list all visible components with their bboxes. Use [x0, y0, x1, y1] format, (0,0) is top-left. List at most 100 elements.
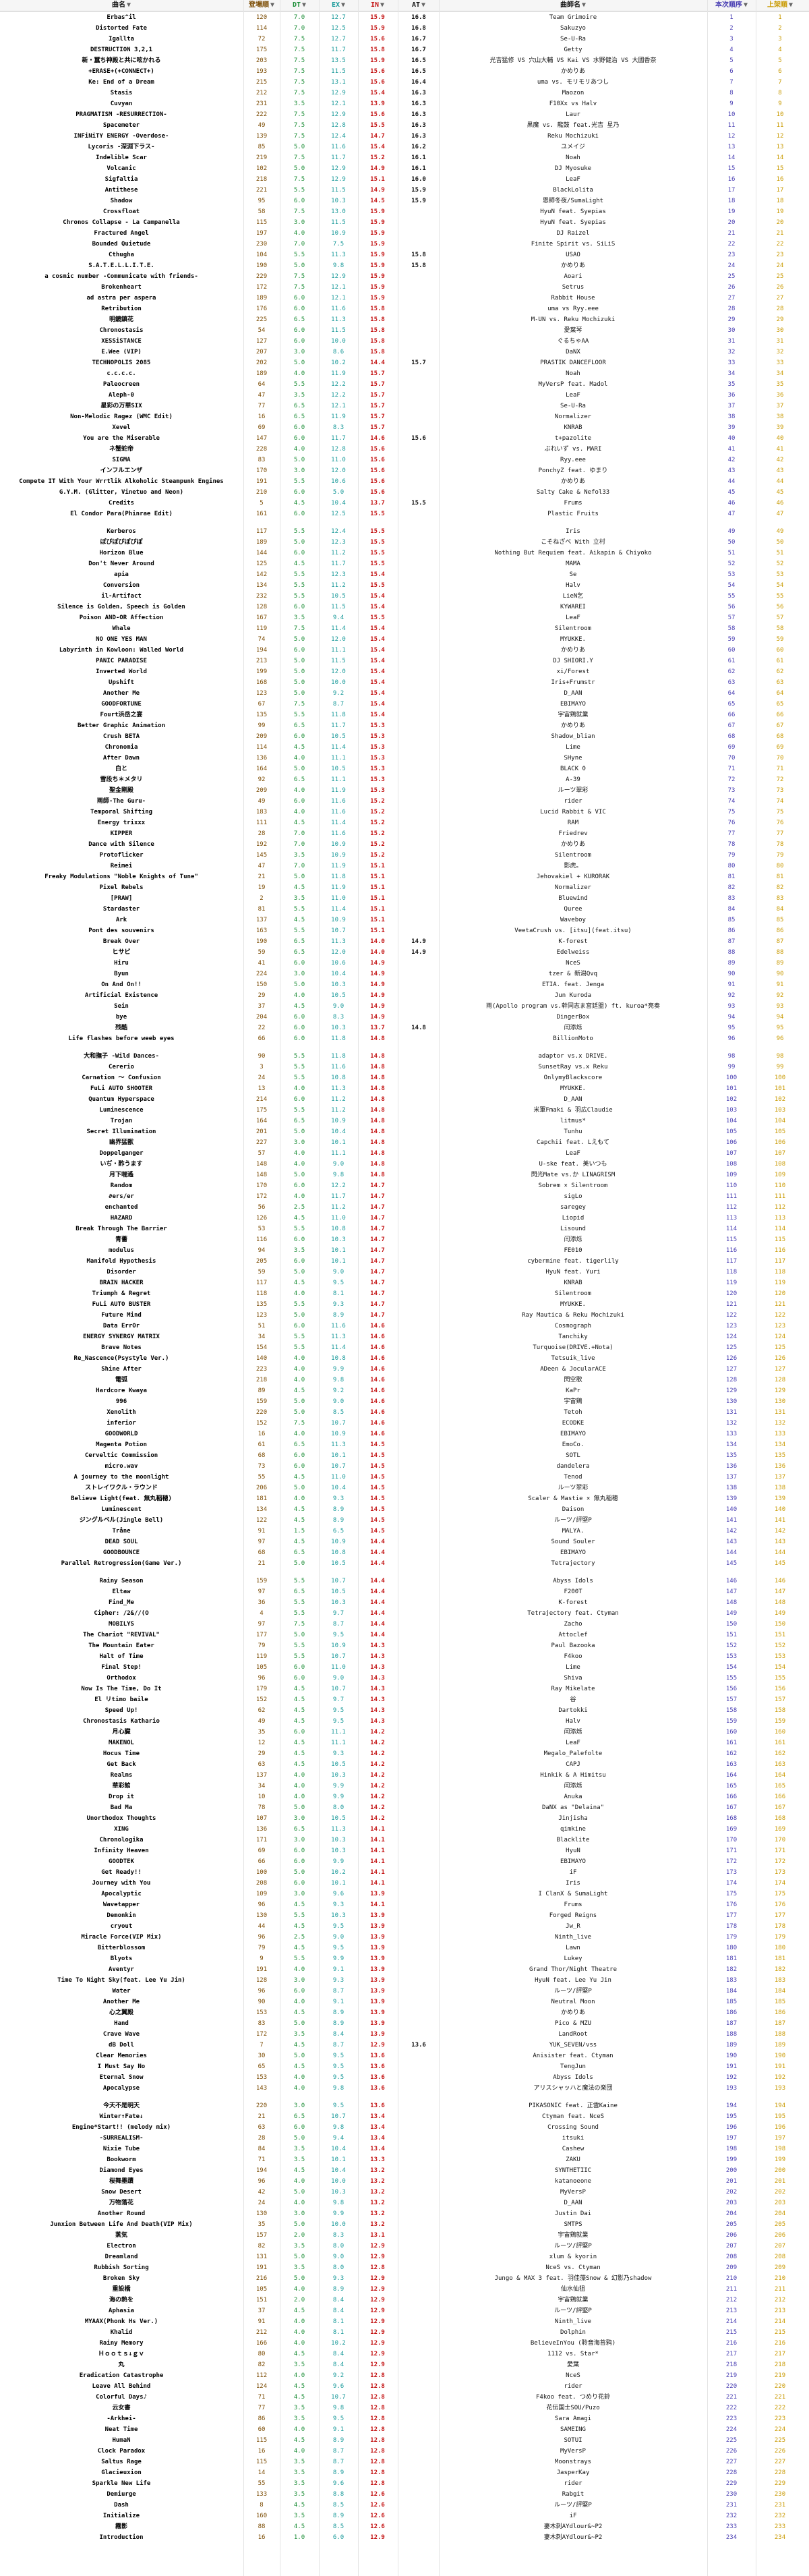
table-row[interactable]: 心之翼殿 153 4.5 8.9 13.9 かめりあ 186 186	[0, 2007, 809, 2018]
table-row[interactable]: Conversion 134 5.5 11.2 15.5 Halv 54 54	[0, 580, 809, 591]
table-row[interactable]: インフルエンザ 170 3.0 12.0 15.6 PonchyZ feat. ゆまり 43…	[0, 465, 809, 476]
table-row[interactable]: Labyrinth in Kowloon: Walled World 194 6.0…	[0, 645, 809, 656]
table-row[interactable]: Horizon Blue 144 6.0 11.2 15.5 Nothing But Re…	[0, 548, 809, 559]
table-row[interactable]: Introduction 16 1.0 6.0 12.9 妻木刺AYdlour&~P2 23…	[0, 2532, 809, 2543]
table-row[interactable]: G.Y.M. (Glitter, Vinetuo and Neon) 210 6.0…	[0, 487, 809, 498]
table-row[interactable]: PRAGMATISM -RESURRECTION- 222 7.5 12.9 15.6 1…	[0, 109, 809, 120]
table-row[interactable]: Bitterblossom 79 4.5 9.5 13.9 Lawn 180 180	[0, 1943, 809, 1953]
table-row[interactable]: Data ErrOr 51 6.0 11.6 14.6 Cosmograph 123 123	[0, 1321, 809, 1332]
table-row[interactable]: Miracle Force(VIP Mix) 96 2.5 9.0 13.9 Ninth_…	[0, 1932, 809, 1943]
table-row[interactable]: Blyots 9 5.5 9.9 13.9 Lukey 181 181	[0, 1953, 809, 1964]
table-row[interactable]: Chronologika 171 3.0 10.3 14.1 Blacklite 170 17…	[0, 1835, 809, 1845]
table-row[interactable]: modulus 94 3.5 10.1 14.7 FE010 116 116	[0, 1245, 809, 1256]
table-row[interactable]: Tråne 91 1.5 6.5 14.5 MALYA. 142 142	[0, 1526, 809, 1537]
table-row[interactable]: Cipher: /2&//(O 4 5.5 9.7 14.4 Tetrajectory f…	[0, 1608, 809, 1619]
table-row[interactable]: The Mountain Eater 79 5.5 10.9 14.3 Paul Bazo…	[0, 1640, 809, 1651]
table-row[interactable]: Pont des souvenirs 163 5.5 10.7 15.1 VeetaCru…	[0, 925, 809, 936]
table-row[interactable]: On And On!! 150 5.0 10.3 14.9 ETIA. feat. Jen…	[0, 979, 809, 990]
table-row[interactable]: Aleph-0 47 3.5 12.2 15.7 LeaF 36 36	[0, 390, 809, 401]
table-row[interactable]: Indelible Scar 219 7.5 11.7 15.2 16.1 Noah 14 14	[0, 152, 809, 163]
table-row[interactable]: GOODWORLD 16 4.0 10.9 14.6 EBIMAYO 133 133	[0, 1429, 809, 1439]
table-row[interactable]: ENERGY SYNERGY MATRIX 34 5.5 11.3 14.6 Tanchi…	[0, 1332, 809, 1342]
table-row[interactable]: Artificial Existence 29 4.0 10.5 14.9 Jun Kur…	[0, 990, 809, 1001]
table-row[interactable]: 白と 164 5.0 10.5 15.3 BLACK 0 71 71	[0, 764, 809, 774]
table-row[interactable]: Kerberos 117 5.5 12.4 15.5 Iris 49 49	[0, 526, 809, 537]
table-row[interactable]: Leave All Behind 124 4.5 9.6 12.8 rider 220 220	[0, 2381, 809, 2392]
table-row[interactable]: MOBILYS 97 7.5 8.7 14.4 Zacho 150 150	[0, 1619, 809, 1630]
table-row[interactable]: ジングルベル(Jingle Bell) 122 4.5 8.9 14.5 ルーツ/評堅P 1…	[0, 1515, 809, 1526]
table-row[interactable]: Get Ready!! 100 5.0 10.2 14.1 iF 173 173	[0, 1867, 809, 1878]
table-row[interactable]: Manifold Hypothesis 205 6.0 10.1 14.7 cybermi…	[0, 1256, 809, 1267]
col-artist-header[interactable]: 曲師名 ▼	[560, 1, 587, 9]
table-row[interactable]: Poison AND-OR Affection 167 3.5 9.4 15.5 LeaF…	[0, 612, 809, 623]
table-row[interactable]: -Arkhei- 86 3.5 9.5 12.8 Sara Amagi 223 223	[0, 2413, 809, 2424]
table-row[interactable]: Saltus Rage 115 3.5 8.7 12.8 Moonstrays 227 227	[0, 2457, 809, 2467]
table-row[interactable]: Neat Time 60 4.0 9.1 12.8 SAMEING 224 224	[0, 2424, 809, 2435]
table-row[interactable]: 雨師-The Guru- 49 6.0 11.6 15.2 rider 74 74	[0, 796, 809, 807]
table-row[interactable]: Disorder 59 5.0 9.0 14.7 HyuN feat. Yuri 118 11…	[0, 1267, 809, 1278]
table-row[interactable]: XING 136 6.5 11.3 14.1 qimkine 169 169	[0, 1824, 809, 1835]
table-row[interactable]: Realms 137 4.0 10.3 14.2 Hinkik & A Himitsu 16…	[0, 1770, 809, 1781]
col-index-header[interactable]: 本次順序 ▼	[715, 1, 748, 9]
table-row[interactable]: Future Mind 123 5.0 8.9 14.7 Ray Mautica & Re…	[0, 1310, 809, 1321]
table-row[interactable]: Freaky Modulations "Noble Knights of Tun…	[0, 871, 809, 882]
table-row[interactable]: Infinity Heaven 69 6.0 10.3 14.1 HyuN 171 171	[0, 1845, 809, 1856]
table-row[interactable]: Ke: End of a Dream 215 7.5 13.1 15.6 16.4 uma …	[0, 77, 809, 88]
table-row[interactable]: Ｈｏｏｔｓ↓ｇｖ 80 4.5 8.4 12.9 1112 vs. Star* 217 217	[0, 2349, 809, 2359]
table-row[interactable]: Antithese 221 5.5 11.5 14.9 15.9 BlackLolita 17…	[0, 185, 809, 196]
table-row[interactable]: BRAIN HACKER 117 4.5 9.5 14.7 KNRAB 119 119	[0, 1278, 809, 1288]
table-row[interactable]: Hardcore Kwaya 89 4.5 9.2 14.6 KaPr 129 129	[0, 1385, 809, 1396]
table-row[interactable]: Dash 8 4.5 8.5 12.6 ルーツ/評堅P 231 231	[0, 2500, 809, 2511]
table-row[interactable]: Igallta 72 7.5 12.7 15.6 16.7 Se-U-Ra 3 3	[0, 34, 809, 45]
filter-icon[interactable]: ▼	[380, 1, 385, 9]
table-row[interactable]: ストレイワクル・ラウンド 206 5.0 10.4 14.5 ルーツ翠彩 138 138	[0, 1483, 809, 1493]
table-row[interactable]: 月心臓 35 6.0 11.1 14.2 闫添烁 160 160	[0, 1727, 809, 1738]
table-row[interactable]: Energy trixxx 111 4.5 11.4 15.2 RAM 76 76	[0, 818, 809, 828]
table-row[interactable]: a cosmic number -Communicate with friend…	[0, 271, 809, 282]
table-row[interactable]: Spacemeter 49 7.5 12.8 15.5 16.3 黒魔 vs. 龍鼓 fea…	[0, 120, 809, 131]
filter-icon[interactable]: ▼	[270, 1, 275, 9]
table-row[interactable]: Stardaster 81 5.5 11.4 15.1 Quree 84 84	[0, 904, 809, 915]
table-row[interactable]: 残酷 22 6.0 10.3 13.7 14.8 闫添烁 95 95	[0, 1023, 809, 1033]
table-row[interactable]: 海の熱を 151 2.0 8.4 12.9 宇宙鶏就業 212 212	[0, 2295, 809, 2306]
table-row[interactable]: ad astra per aspera 189 6.0 12.1 15.9 Rabbit …	[0, 293, 809, 304]
table-row[interactable]: Retribution 176 6.0 11.6 15.8 uma vs Ryy.eee 2…	[0, 304, 809, 314]
table-row[interactable]: You are the Miserable 147 6.0 11.7 14.6 15.6 t…	[0, 433, 809, 444]
table-row[interactable]: Compete IT With Your Wrrtlik Alkoholic S…	[0, 476, 809, 487]
table-row[interactable]: ぽぴぽぴぽぴぽ 189 5.0 12.3 15.5 こそねざべ With 立村 50 50	[0, 537, 809, 548]
table-row[interactable]: Another Round 130 3.0 9.9 13.2 Justin Dai 204 2…	[0, 2208, 809, 2219]
table-row[interactable]: Inverted World 199 5.0 12.0 15.4 xi/Forest 62 6…	[0, 666, 809, 677]
table-row[interactable]: Rubbish Sorting 191 3.5 8.0 12.8 NceS vs. Cty…	[0, 2262, 809, 2273]
table-row[interactable]: Whale 119 7.5 11.4 15.4 Silentroom 58 58	[0, 623, 809, 634]
table-row[interactable]: 雪段ち＊メタリ 92 6.5 11.1 15.3 A-39 72 72	[0, 774, 809, 785]
table-row[interactable]: apia 142 5.5 12.3 15.4 Se 53 53	[0, 569, 809, 580]
table-row[interactable]: Xevel 69 6.0 8.3 15.7 KNRAB 39 39	[0, 422, 809, 433]
table-row[interactable]: Chronomia 114 4.5 11.4 15.3 Lime 69 69	[0, 742, 809, 753]
table-row[interactable]: Dreamland 131 5.0 9.0 12.9 xlum & kyorin 208 20…	[0, 2252, 809, 2262]
table-row[interactable]: The Chariot "REVIVAL" 177 5.0 9.5 14.4 Attocl…	[0, 1630, 809, 1640]
table-row[interactable]: MAKENOL 12 4.5 11.1 14.2 LeaF 161 161	[0, 1738, 809, 1748]
table-row[interactable]: 万物落花 24 4.0 9.8 13.2 D_AAN 203 203	[0, 2198, 809, 2208]
filter-icon[interactable]: ▼	[421, 1, 426, 9]
table-row[interactable]: I Must Say No 65 4.5 9.5 13.6 TengJun 191 191	[0, 2061, 809, 2072]
table-row[interactable]: MYAAX(Phonk Hs Ver.) 91 4.0 8.1 12.9 Ninth_li…	[0, 2316, 809, 2327]
table-row[interactable]: Diamond Eyes 194 4.5 10.4 13.2 SYNTHETIIC 200 2…	[0, 2165, 809, 2176]
table-row[interactable]: bye 204 6.0 8.3 14.9 DingerBox 94 94	[0, 1012, 809, 1023]
table-row[interactable]: 青薔 116 6.0 10.3 14.7 闫添烁 115 115	[0, 1234, 809, 1245]
table-row[interactable]: El リtimo baile 152 4.5 9.7 14.3 谷 157 157	[0, 1694, 809, 1705]
table-row[interactable]: Find_Me 36 5.5 10.3 14.4 K-forest 148 148	[0, 1597, 809, 1608]
table-row[interactable]: El Condor Para(Phinrae Edit) 161 6.0 12.5 15…	[0, 509, 809, 519]
table-row[interactable]: Crave Wave 172 3.5 8.4 13.9 LandRoot 188 188	[0, 2029, 809, 2040]
table-row[interactable]: Electron 82 3.5 8.0 12.9 ルーツ/評堅P 207 207	[0, 2241, 809, 2252]
table-row[interactable]: Eternal Snow 153 4.0 9.5 13.6 Abyss Idols 192 1…	[0, 2072, 809, 2083]
table-row[interactable]: -SURREALISM- 28 5.0 9.4 13.4 itsuki 197 197	[0, 2133, 809, 2144]
table-row[interactable]: XESSiSTANCE 127 6.0 10.0 15.8 ぐるちゃAA 31 31	[0, 336, 809, 347]
table-row[interactable]: Orthodox 96 6.0 9.0 14.3 Shiva 155 155	[0, 1673, 809, 1684]
table-row[interactable]: 電弧 218 4.0 9.8 14.6 閃空歌 128 128	[0, 1375, 809, 1385]
table-row[interactable]: Lycoris -深淵下ラス- 85 5.0 11.6 15.4 16.2 ユメイジ 13 13	[0, 142, 809, 152]
table-row[interactable]: Trojan 164 6.5 10.9 14.8 litmus* 104 104	[0, 1116, 809, 1126]
table-row[interactable]: Aventyr 191 4.0 9.1 13.9 Grand Thor/Night The…	[0, 1964, 809, 1975]
table-row[interactable]: 明鏡鎮花 225 6.5 11.3 15.8 M-UN vs. Reku Mochizuk…	[0, 314, 809, 325]
table-row[interactable]: Another Me 123 5.0 9.2 15.4 D_AAN 64 64	[0, 688, 809, 699]
table-row[interactable]: KIPPER 28 7.0 11.6 15.2 Friedrev 77 77	[0, 828, 809, 839]
